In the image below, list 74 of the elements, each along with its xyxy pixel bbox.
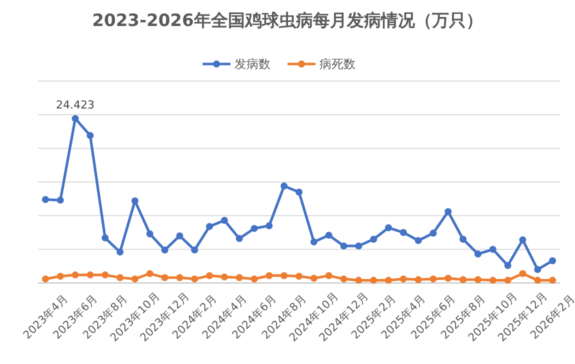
point bbox=[296, 272, 302, 280]
point bbox=[310, 238, 318, 246]
point bbox=[102, 271, 109, 278]
point bbox=[534, 266, 542, 274]
point bbox=[161, 274, 168, 282]
point bbox=[549, 276, 556, 284]
point bbox=[384, 224, 392, 232]
point bbox=[146, 230, 154, 238]
point bbox=[460, 276, 467, 284]
point bbox=[460, 236, 467, 243]
point bbox=[325, 232, 332, 239]
point bbox=[474, 250, 482, 258]
point bbox=[176, 232, 184, 240]
point bbox=[400, 229, 407, 236]
point bbox=[131, 197, 138, 204]
point bbox=[519, 270, 526, 278]
point bbox=[56, 196, 64, 204]
point bbox=[42, 196, 49, 204]
point bbox=[340, 275, 348, 282]
point bbox=[86, 132, 94, 140]
point bbox=[250, 275, 258, 282]
point bbox=[206, 222, 214, 230]
point bbox=[325, 272, 332, 280]
point bbox=[384, 276, 392, 284]
legend-label: 发病数 bbox=[234, 57, 270, 71]
point bbox=[72, 115, 79, 122]
point bbox=[56, 272, 64, 280]
point bbox=[340, 242, 348, 250]
point bbox=[430, 275, 437, 282]
point bbox=[489, 246, 496, 253]
point bbox=[519, 236, 526, 244]
point bbox=[504, 262, 512, 269]
point bbox=[400, 275, 407, 282]
point bbox=[444, 208, 452, 216]
point bbox=[355, 276, 362, 284]
data-label: 24.423 bbox=[56, 98, 95, 112]
point bbox=[236, 235, 243, 242]
point bbox=[414, 237, 422, 244]
point bbox=[370, 236, 378, 243]
point bbox=[534, 276, 542, 284]
point bbox=[504, 276, 512, 284]
point bbox=[191, 275, 198, 282]
point bbox=[280, 182, 288, 190]
point bbox=[266, 222, 273, 230]
point bbox=[296, 188, 302, 196]
point bbox=[220, 273, 228, 280]
point bbox=[206, 272, 214, 280]
point bbox=[102, 234, 109, 242]
point bbox=[414, 276, 422, 284]
point bbox=[161, 246, 168, 254]
point bbox=[42, 275, 49, 282]
point bbox=[489, 276, 496, 284]
point bbox=[191, 246, 198, 254]
point bbox=[370, 276, 378, 284]
point bbox=[176, 274, 184, 282]
point bbox=[430, 230, 437, 237]
point bbox=[355, 242, 362, 250]
point bbox=[280, 272, 288, 280]
point bbox=[236, 274, 243, 282]
point bbox=[474, 276, 482, 284]
point bbox=[72, 271, 79, 278]
point bbox=[220, 216, 228, 224]
point bbox=[146, 270, 154, 278]
chart-title: 2023-2026年全国鸡球虫病每月发病情况（万只） bbox=[92, 11, 483, 31]
point bbox=[310, 274, 318, 282]
point bbox=[116, 274, 124, 282]
point bbox=[250, 224, 258, 232]
point bbox=[131, 275, 138, 282]
legend-label: 病死数 bbox=[320, 57, 356, 71]
point bbox=[266, 272, 273, 280]
point bbox=[86, 271, 94, 278]
point bbox=[549, 257, 556, 264]
point bbox=[116, 248, 124, 256]
point bbox=[444, 274, 452, 282]
